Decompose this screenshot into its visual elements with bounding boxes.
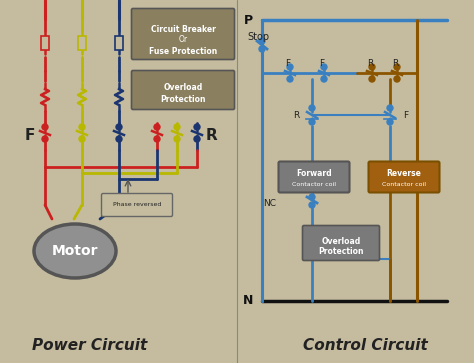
Circle shape [287,76,293,82]
Text: Stop: Stop [247,32,269,42]
Circle shape [309,105,315,111]
Bar [78,36,86,50]
Circle shape [259,46,265,52]
Text: Overload: Overload [321,237,361,245]
Circle shape [116,124,122,130]
Text: P: P [244,13,253,26]
Text: Or: Or [178,36,188,45]
Text: Circuit Breaker: Circuit Breaker [151,24,216,33]
Circle shape [387,105,393,111]
Circle shape [321,76,327,82]
FancyBboxPatch shape [302,225,380,261]
Text: R: R [367,60,373,69]
Text: Protection: Protection [318,248,364,257]
Text: Overload: Overload [164,83,202,93]
Text: Contactor coil: Contactor coil [292,182,336,187]
Bar [41,36,49,50]
Circle shape [174,136,180,142]
Circle shape [259,38,265,44]
Text: F: F [319,60,325,69]
Text: R: R [206,127,218,143]
FancyBboxPatch shape [101,193,173,216]
Circle shape [309,119,315,125]
Circle shape [154,136,160,142]
Circle shape [387,119,393,125]
Circle shape [194,124,200,130]
Circle shape [369,64,375,70]
Text: Protection: Protection [160,95,206,105]
Circle shape [194,136,200,142]
Circle shape [42,136,48,142]
Text: Reverse: Reverse [387,170,421,179]
Text: Phase reversed: Phase reversed [113,203,161,208]
Circle shape [394,76,400,82]
FancyBboxPatch shape [368,162,439,192]
Text: Power Circuit: Power Circuit [32,338,147,352]
Text: NC: NC [264,199,276,208]
Text: Motor: Motor [52,244,98,258]
Ellipse shape [34,224,116,278]
Circle shape [309,202,315,208]
Circle shape [42,124,48,130]
Text: F: F [25,127,35,143]
Circle shape [287,64,293,70]
Circle shape [154,124,160,130]
Circle shape [79,124,85,130]
Text: F: F [403,110,409,119]
FancyBboxPatch shape [131,70,235,110]
Text: N: N [243,294,253,307]
FancyBboxPatch shape [131,8,235,60]
Circle shape [174,124,180,130]
Text: Forward: Forward [296,170,332,179]
Circle shape [394,64,400,70]
Text: Contactor coil: Contactor coil [382,182,426,187]
Text: F: F [285,60,291,69]
FancyBboxPatch shape [279,162,349,192]
Text: Fuse Protection: Fuse Protection [149,46,217,56]
Circle shape [116,136,122,142]
Bar [115,36,123,50]
Text: R: R [293,110,299,119]
Circle shape [79,136,85,142]
Text: Control Circuit: Control Circuit [302,338,428,352]
Circle shape [309,194,315,200]
Text: R: R [392,60,398,69]
Circle shape [321,64,327,70]
Circle shape [369,76,375,82]
